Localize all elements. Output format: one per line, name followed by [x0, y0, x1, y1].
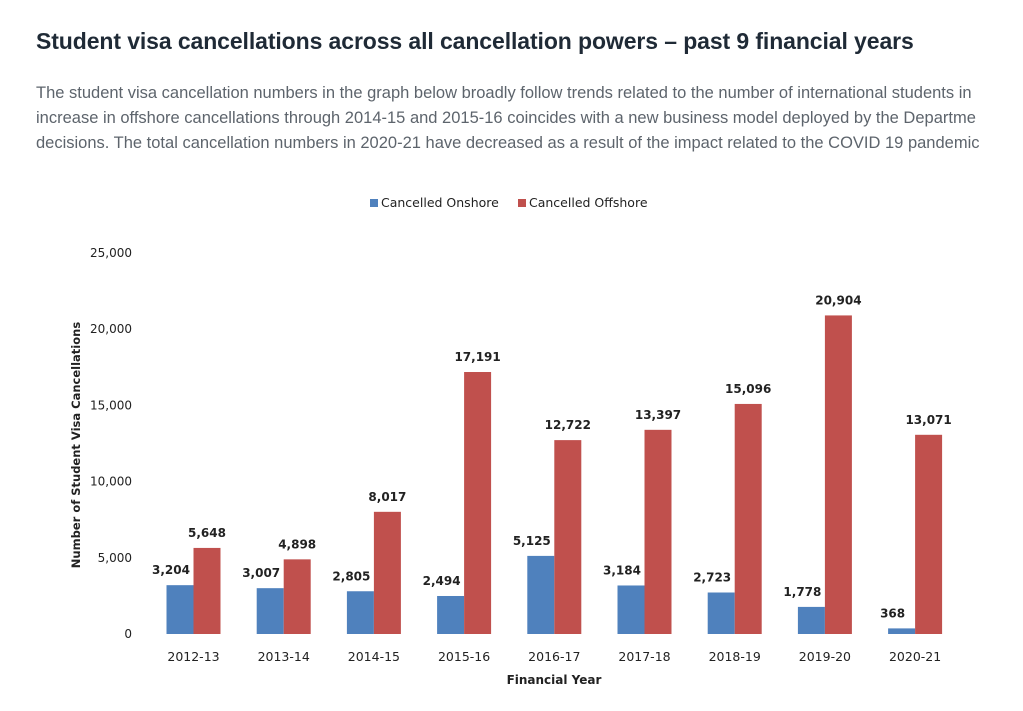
x-tick-label: 2012-13 — [167, 649, 219, 664]
bar-onshore — [707, 592, 735, 634]
page-title: Student visa cancellations across all ca… — [36, 28, 914, 54]
y-tick-label: 5,000 — [98, 551, 132, 565]
x-tick-label: 2020-21 — [889, 649, 941, 664]
data-label-onshore: 1,778 — [783, 585, 821, 599]
y-axis-label: Number of Student Visa Cancellations — [69, 322, 83, 569]
x-tick-label: 2017-18 — [618, 649, 670, 664]
x-axis-label: Financial Year — [507, 673, 602, 687]
data-label-onshore: 3,204 — [152, 563, 190, 577]
bar-chart: Cancelled Onshore Cancelled Offshore Num… — [69, 195, 952, 687]
bar-offshore — [373, 511, 401, 634]
bar-offshore — [464, 372, 492, 634]
x-tick-label: 2018-19 — [709, 649, 761, 664]
y-tick-label: 25,000 — [90, 246, 132, 260]
bar-onshore — [256, 588, 284, 634]
data-label-onshore: 2,723 — [693, 571, 731, 585]
x-tick-label: 2015-16 — [438, 649, 490, 664]
data-label-offshore: 12,722 — [545, 418, 591, 432]
intro-paragraph-line: increase in offshore cancellations throu… — [36, 109, 976, 127]
x-tick-label: 2019-20 — [799, 649, 851, 664]
bar-onshore — [797, 606, 825, 634]
y-axis: 0 5,000 10,000 15,000 20,000 25,000 — [90, 246, 132, 641]
x-axis: 2012-13 2013-14 2014-15 2015-16 2016-17 2017-… — [167, 649, 941, 664]
data-label-offshore: 5,648 — [188, 526, 226, 540]
data-label-onshore: 2,494 — [423, 574, 461, 588]
data-label-offshore: 4,898 — [278, 537, 316, 551]
data-label-offshore: 17,191 — [454, 350, 500, 364]
intro-paragraph: The student visa cancellation numbers in… — [36, 81, 1023, 156]
y-tick-label: 15,000 — [90, 398, 132, 412]
bar-offshore — [554, 440, 582, 634]
bar-offshore — [915, 434, 943, 634]
legend-swatch-onshore — [370, 199, 378, 207]
bar-onshore — [888, 628, 916, 634]
data-label-onshore: 3,184 — [603, 563, 641, 577]
y-tick-label: 20,000 — [90, 322, 132, 336]
data-label-onshore: 3,007 — [242, 566, 280, 580]
bar-offshore — [644, 429, 672, 634]
bar-onshore — [437, 595, 465, 634]
data-label-offshore: 15,096 — [725, 382, 771, 396]
data-label-offshore: 13,071 — [905, 413, 951, 427]
bar-offshore — [283, 559, 311, 634]
x-tick-label: 2014-15 — [348, 649, 400, 664]
bar-onshore — [617, 585, 645, 634]
plot-area: 3,204 5,648 3,007 4,898 2,805 8,017 2,494 17,19… — [152, 293, 952, 634]
intro-paragraph-line: The student visa cancellation numbers in… — [36, 84, 972, 102]
bar-offshore — [734, 403, 762, 634]
x-tick-label: 2016-17 — [528, 649, 580, 664]
bar-onshore — [346, 591, 374, 634]
data-label-offshore: 20,904 — [815, 293, 861, 307]
legend-label-onshore: Cancelled Onshore — [381, 195, 499, 210]
bar-onshore — [527, 555, 555, 634]
bar-offshore — [193, 547, 221, 634]
x-tick-label: 2013-14 — [258, 649, 310, 664]
legend: Cancelled Onshore Cancelled Offshore — [370, 195, 648, 210]
y-tick-label: 0 — [124, 627, 132, 641]
data-label-onshore: 368 — [880, 606, 905, 620]
data-label-offshore: 8,017 — [368, 490, 406, 504]
data-label-onshore: 5,125 — [513, 534, 551, 548]
legend-swatch-offshore — [518, 199, 526, 207]
legend-label-offshore: Cancelled Offshore — [529, 195, 648, 210]
bar-onshore — [166, 585, 194, 634]
data-label-offshore: 13,397 — [635, 408, 681, 422]
data-label-onshore: 2,805 — [332, 569, 370, 583]
bar-offshore — [824, 315, 852, 634]
intro-paragraph-line: decisions. The total cancellation number… — [36, 134, 980, 152]
y-tick-label: 10,000 — [90, 475, 132, 489]
